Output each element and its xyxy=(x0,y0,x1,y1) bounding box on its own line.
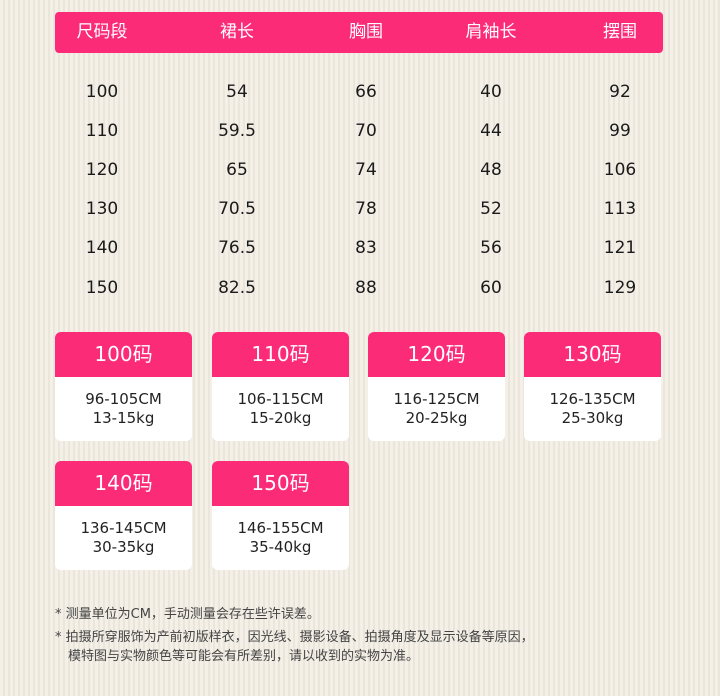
note-measurement: * 测量单位为CM，手动测量会存在些许误差。 xyxy=(55,607,320,622)
note-color: * 拍摄所穿服饰为产前初版样衣，因光线、摄影设备、拍摄角度及显示设备等原因， xyxy=(55,630,534,645)
card-size: 120码 xyxy=(368,332,505,377)
table-cell: 54 xyxy=(226,82,248,102)
table-cell: 40 xyxy=(480,82,502,102)
card-height: 146-155CM xyxy=(237,519,324,537)
card-weight: 15-20kg xyxy=(249,409,312,427)
table-cell: 44 xyxy=(480,121,502,141)
table-cell: 83 xyxy=(355,238,377,258)
column-header: 尺码段 xyxy=(76,22,128,42)
table-cell: 92 xyxy=(609,82,631,102)
size-card: 100码 96-105CM 13-15kg xyxy=(55,332,192,441)
table-cell: 76.5 xyxy=(218,238,256,258)
table-cell: 59.5 xyxy=(218,121,256,141)
table-cell: 66 xyxy=(355,82,377,102)
card-size: 130码 xyxy=(524,332,661,377)
table-cell: 48 xyxy=(480,160,502,180)
table-cell: 99 xyxy=(609,121,631,141)
table-cell: 100 xyxy=(85,82,119,102)
table-cell: 120 xyxy=(85,160,119,180)
table-cell: 113 xyxy=(603,199,637,219)
table-cell: 78 xyxy=(355,199,377,219)
table-cell: 65 xyxy=(226,160,248,180)
size-card: 140码 136-145CM 30-35kg xyxy=(55,461,192,570)
table-cell: 88 xyxy=(355,278,377,298)
table-cell: 130 xyxy=(85,199,119,219)
card-size: 140码 xyxy=(55,461,192,506)
card-size: 100码 xyxy=(55,332,192,377)
table-cell: 70 xyxy=(355,121,377,141)
table-cell: 56 xyxy=(480,238,502,258)
card-height: 136-145CM xyxy=(80,519,167,537)
note-color-cont: 模特图与实物颜色等可能会有所差别，请以收到的实物为准。 xyxy=(68,649,420,664)
table-cell: 70.5 xyxy=(218,199,256,219)
card-size: 110码 xyxy=(212,332,349,377)
size-card: 120码 116-125CM 20-25kg xyxy=(368,332,505,441)
table-cell: 74 xyxy=(355,160,377,180)
column-header: 摆围 xyxy=(603,22,637,42)
table-cell: 60 xyxy=(480,278,502,298)
size-card: 110码 106-115CM 15-20kg xyxy=(212,332,349,441)
table-header: 尺码段 裙长 胸围 肩袖长 摆围 xyxy=(55,12,663,53)
card-height: 106-115CM xyxy=(237,390,324,408)
table-cell: 110 xyxy=(85,121,119,141)
size-card: 130码 126-135CM 25-30kg xyxy=(524,332,661,441)
card-height: 96-105CM xyxy=(85,390,162,408)
table-cell: 150 xyxy=(85,278,119,298)
card-height: 116-125CM xyxy=(393,390,480,408)
column-header: 肩袖长 xyxy=(465,22,517,42)
table-cell: 129 xyxy=(603,278,637,298)
table-cell: 121 xyxy=(603,238,637,258)
column-header: 裙长 xyxy=(220,22,254,42)
table-cell: 82.5 xyxy=(218,278,256,298)
card-size: 150码 xyxy=(212,461,349,506)
card-weight: 20-25kg xyxy=(405,409,468,427)
card-weight: 35-40kg xyxy=(249,538,312,556)
table-cell: 140 xyxy=(85,238,119,258)
table-cell: 52 xyxy=(480,199,502,219)
size-card: 150码 146-155CM 35-40kg xyxy=(212,461,349,570)
card-weight: 13-15kg xyxy=(92,409,155,427)
column-header: 胸围 xyxy=(349,22,383,42)
card-weight: 25-30kg xyxy=(561,409,624,427)
card-height: 126-135CM xyxy=(549,390,636,408)
card-weight: 30-35kg xyxy=(92,538,155,556)
table-cell: 106 xyxy=(603,160,637,180)
